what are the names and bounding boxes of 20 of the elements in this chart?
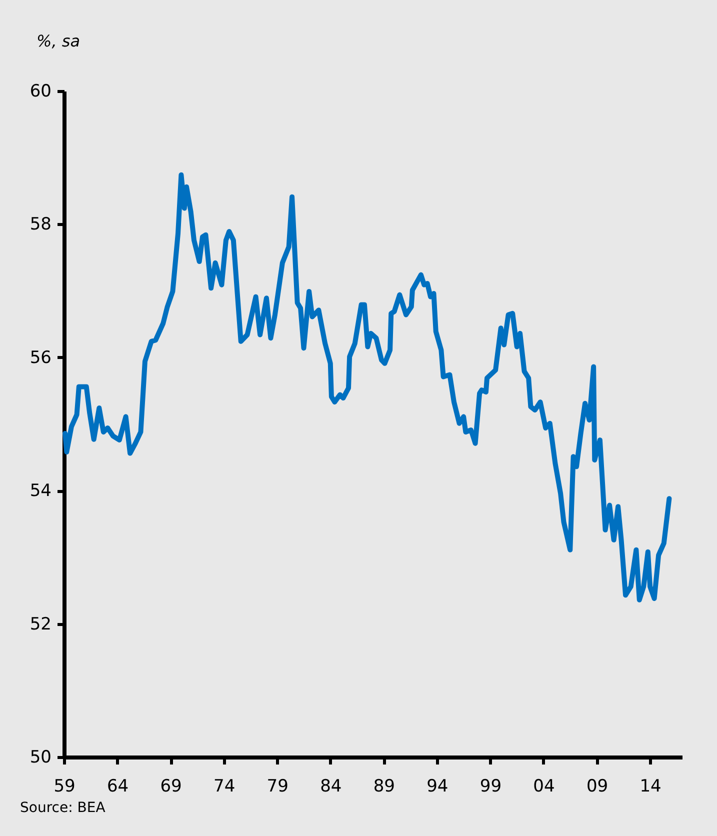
x-tick-label: 99 bbox=[480, 776, 502, 796]
y-tick-label: 60 bbox=[30, 82, 52, 102]
x-tick-label: 14 bbox=[640, 776, 662, 796]
x-tick-label: 79 bbox=[266, 776, 288, 796]
x-tick-label: 94 bbox=[426, 776, 448, 796]
x-tick-label: 09 bbox=[586, 776, 608, 796]
y-tick-label: 54 bbox=[30, 481, 52, 502]
source-note: Source: BEA bbox=[20, 800, 106, 816]
x-tick-label: 74 bbox=[214, 776, 236, 796]
y-tick-label: 58 bbox=[30, 214, 52, 235]
x-tick-label: 84 bbox=[320, 776, 342, 796]
x-tick-label: 89 bbox=[373, 776, 395, 796]
y-tick-label: 56 bbox=[30, 348, 52, 368]
y-tick-label: 50 bbox=[30, 748, 52, 768]
x-tick-label: 04 bbox=[533, 776, 555, 796]
x-tick-label: 64 bbox=[106, 776, 129, 796]
x-tick-label: 59 bbox=[54, 776, 76, 796]
x-tick-label: 69 bbox=[160, 776, 182, 796]
y-tick-label: 52 bbox=[30, 614, 52, 634]
y-axis-title: %, sa bbox=[36, 32, 80, 50]
